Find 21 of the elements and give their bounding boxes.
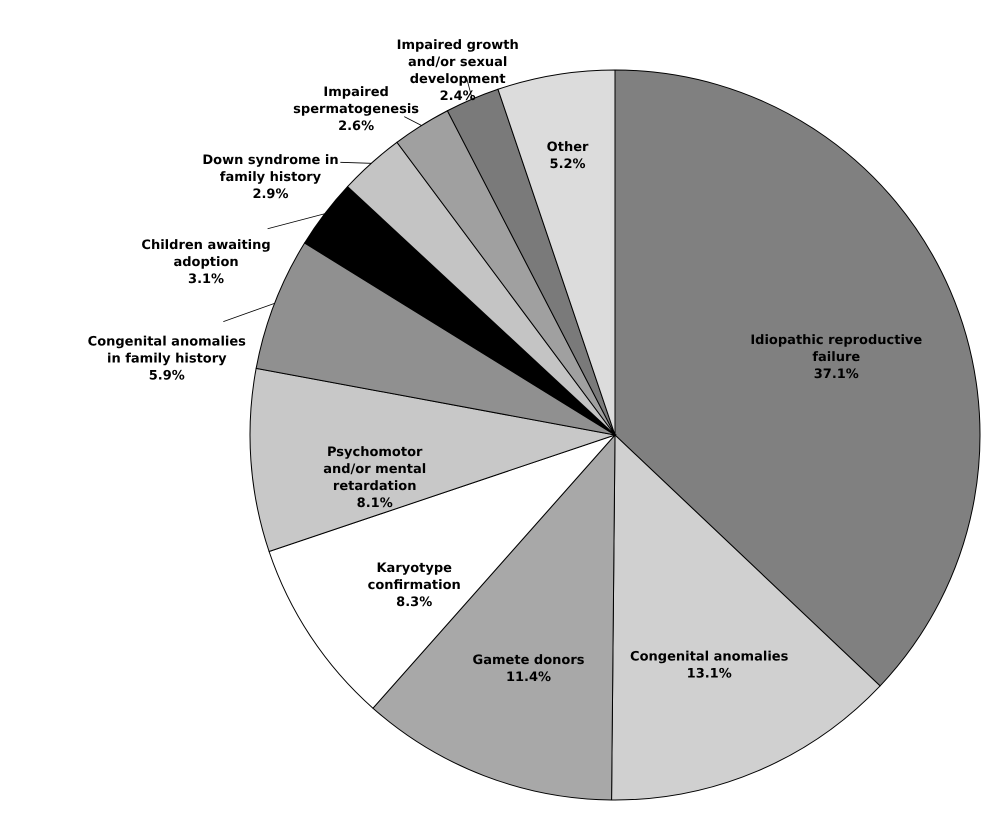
slice-label: Idiopathic reproductive failure — [750, 332, 922, 365]
data-label: 37.1% — [814, 366, 859, 382]
slice-label: Down syndrome in family history — [202, 153, 339, 186]
slice-label: Congenital anomalies — [630, 650, 789, 665]
data-label: 11.4% — [506, 670, 552, 685]
data-label: 5.2% — [550, 156, 586, 172]
data-label: 8.3% — [396, 595, 432, 610]
data-label: 2.6% — [338, 118, 374, 134]
slice-label: Children awaiting adoption — [141, 238, 271, 270]
slice-label: Karyotype confirmation — [368, 561, 461, 594]
data-label: 8.1% — [356, 496, 393, 511]
slice-label: Impaired spermatogenesis — [293, 84, 420, 117]
slice-label: Other — [546, 140, 590, 155]
data-label: 13.1% — [686, 666, 732, 682]
data-label: 2.9% — [252, 187, 289, 202]
slice-label: Congenital anomalies in family history — [88, 334, 246, 367]
slice-label: Impaired growth and/or sexual development — [396, 38, 519, 88]
slice-label: Psychomotor and/or mental retardation — [323, 444, 426, 494]
data-label: 5.9% — [148, 368, 185, 384]
slice-label: Gamete donors — [472, 652, 585, 668]
data-label: 3.1% — [188, 272, 224, 287]
